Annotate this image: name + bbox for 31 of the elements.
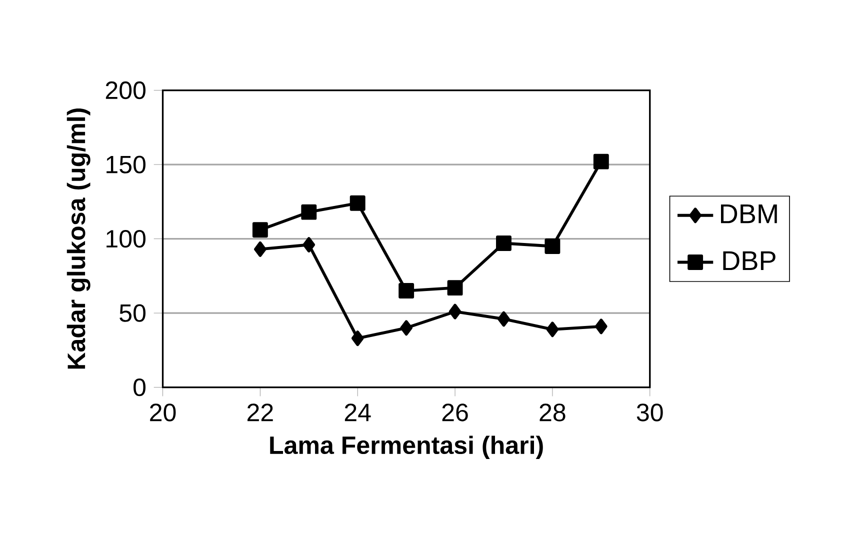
x-tick-label: 30: [636, 403, 663, 422]
point: [544, 238, 560, 254]
point: [448, 304, 462, 320]
x-tick-label: 24: [344, 403, 371, 421]
point: [301, 204, 317, 220]
y-tick-label: 200: [106, 81, 146, 100]
point: [254, 241, 266, 257]
point: [351, 330, 364, 346]
point: [593, 154, 609, 170]
point: [546, 322, 559, 337]
point: [595, 318, 608, 334]
x-tick-label: 26: [442, 403, 468, 422]
point: [400, 320, 412, 336]
x-axis-title: Lama Fermentasi (hari): [270, 436, 543, 459]
y-tick-label: 150: [106, 156, 146, 174]
point: [498, 311, 510, 327]
x-tick-label: 22: [248, 403, 273, 421]
y-tick-label: 50: [120, 304, 146, 322]
y-axis-title: Kadar glukosa (ug/ml): [66, 108, 90, 369]
point: [398, 282, 414, 298]
y-tick-label: 100: [106, 230, 146, 248]
point: [447, 280, 463, 296]
point: [350, 195, 366, 211]
point: [252, 222, 268, 238]
x-tick-label: 28: [540, 403, 566, 422]
y-tick-label: 0: [134, 378, 146, 396]
point: [496, 235, 512, 251]
legend-label: DBP: [723, 251, 776, 270]
point: [302, 236, 316, 252]
x-tick-label: 20: [150, 403, 176, 422]
legend-label: DBM: [721, 204, 777, 224]
